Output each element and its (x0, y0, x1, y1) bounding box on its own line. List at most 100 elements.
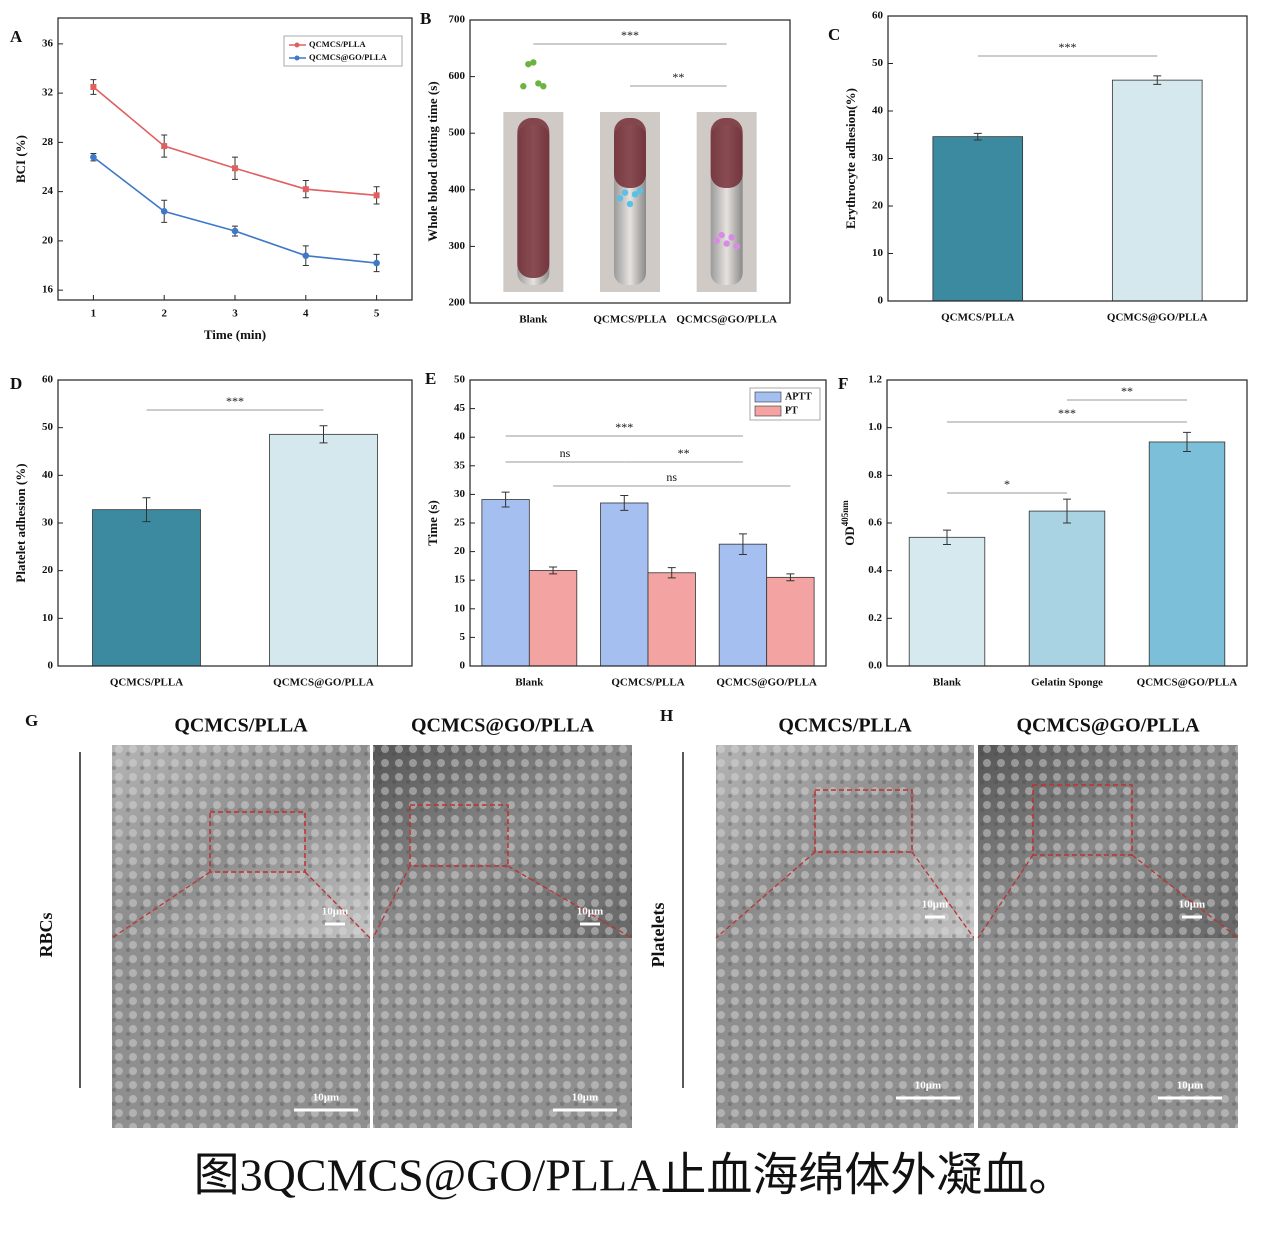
bar (908, 536, 986, 667)
column-title: QCMCS@GO/PLLA (1016, 715, 1200, 737)
dot (540, 83, 547, 90)
y-tick-label: 40 (872, 105, 884, 117)
y-tick-label: 0.0 (868, 660, 882, 672)
bar (269, 433, 378, 667)
scale-label: 10μm (322, 906, 348, 918)
error-bar (1153, 75, 1162, 85)
y-tick-label: 24 (42, 185, 54, 197)
error-bar (1183, 431, 1191, 452)
dot (713, 237, 720, 244)
x-axis-label: Time (min) (204, 327, 266, 342)
sem-texture (112, 938, 370, 1128)
y-tick-label: 300 (449, 240, 466, 252)
y-axis-label: BCI (%) (13, 135, 28, 183)
legend-swatch (754, 405, 782, 417)
column-title: QCMCS/PLLA (174, 715, 308, 737)
x-tick-label: 5 (374, 308, 380, 320)
y-tick-label: 600 (449, 70, 466, 82)
dot (631, 191, 639, 198)
dot (723, 240, 730, 247)
scale-label: 10μm (577, 906, 603, 918)
y-tick-label: 700 (449, 14, 466, 26)
bar (92, 509, 201, 667)
marker (373, 259, 380, 267)
y-tick-label: 40 (42, 469, 54, 481)
marker (90, 153, 97, 161)
marker (160, 208, 168, 215)
marker (90, 83, 97, 90)
y-tick-label: 0.2 (868, 612, 882, 624)
marker (373, 192, 380, 199)
legend-marker (294, 42, 300, 48)
y-tick-label: 60 (42, 374, 54, 386)
significance-label: ** (672, 70, 684, 84)
dot (728, 234, 735, 241)
y-tick-label: 5 (460, 631, 466, 643)
x-tick-label: QCMCS/PLLA (593, 314, 666, 326)
sem-texture (112, 745, 370, 938)
bar (718, 543, 768, 667)
x-tick-label: 1 (91, 308, 97, 320)
significance-label: ns (560, 446, 571, 460)
panel-label: B (420, 9, 431, 28)
zoom-lines (111, 871, 371, 939)
y-tick-label: 0 (460, 660, 466, 672)
bar (1148, 441, 1226, 667)
row-label: RBCs (36, 912, 56, 957)
x-tick-label: QCMCS@GO/PLLA (1107, 312, 1208, 324)
bar (1028, 510, 1106, 667)
plot-frame (469, 379, 827, 667)
y-tick-label: 16 (42, 284, 54, 296)
y-tick-label: 30 (42, 517, 54, 529)
error-bar (943, 529, 951, 545)
x-tick-label: Blank (515, 677, 544, 689)
x-tick-label: QCMCS/PLLA (941, 312, 1014, 324)
y-tick-label: 1.2 (868, 374, 882, 386)
error-bar (786, 573, 795, 582)
bar (528, 570, 578, 667)
plot-frame (887, 15, 1248, 302)
x-tick-label: Blank (519, 314, 548, 326)
y-tick-label: 30 (454, 488, 466, 500)
x-tick-label: QCMCS@GO/PLLA (676, 314, 777, 326)
blood-clot (710, 118, 743, 188)
panel-label: C (828, 25, 840, 44)
scale-label: 10μm (1177, 1080, 1203, 1092)
x-tick-label: Gelatin Sponge (1031, 677, 1103, 689)
sem-texture (978, 938, 1238, 1128)
y-axis-label-text: Time (s) (425, 500, 440, 546)
y-tick-label: 28 (42, 136, 54, 148)
legend-label: PT (785, 405, 798, 416)
y-tick-label: 20 (42, 564, 54, 576)
y-tick-label: 200 (449, 297, 466, 309)
legend-label: QCMCS/PLLA (309, 39, 367, 49)
x-tick-label: 4 (303, 308, 309, 320)
y-axis-label-text: Platelet adhesion (%) (13, 463, 28, 582)
bar (1111, 79, 1203, 302)
scale-label: 10μm (313, 1092, 339, 1104)
y-tick-label: 35 (454, 459, 466, 471)
dot (718, 231, 725, 239)
scale-label: 10μm (1179, 899, 1205, 911)
y-tick-label: 50 (872, 57, 884, 69)
sem-texture (373, 745, 632, 938)
zoom-lines (715, 851, 975, 939)
y-tick-label: 30 (872, 152, 884, 164)
marker (302, 186, 309, 193)
y-axis-label: Time (s) (425, 500, 440, 546)
sem-texture (978, 745, 1238, 938)
plot-frame (57, 17, 413, 301)
y-tick-label: 20 (42, 234, 54, 246)
significance-label: ** (1121, 384, 1133, 398)
y-axis-label-text: Whole blood clotting time (s) (425, 81, 440, 241)
dot (525, 60, 532, 68)
y-axis-label-text: OD (842, 526, 857, 546)
significance-label: ns (666, 470, 677, 484)
dot (733, 243, 740, 250)
x-tick-label: QCMCS@GO/PLLA (273, 677, 374, 689)
scale-label: 10μm (915, 1080, 941, 1092)
y-tick-label: 400 (449, 183, 466, 195)
significance-label: *** (226, 394, 244, 408)
error-bar (1063, 498, 1071, 524)
y-tick-label: 0.4 (868, 564, 882, 576)
